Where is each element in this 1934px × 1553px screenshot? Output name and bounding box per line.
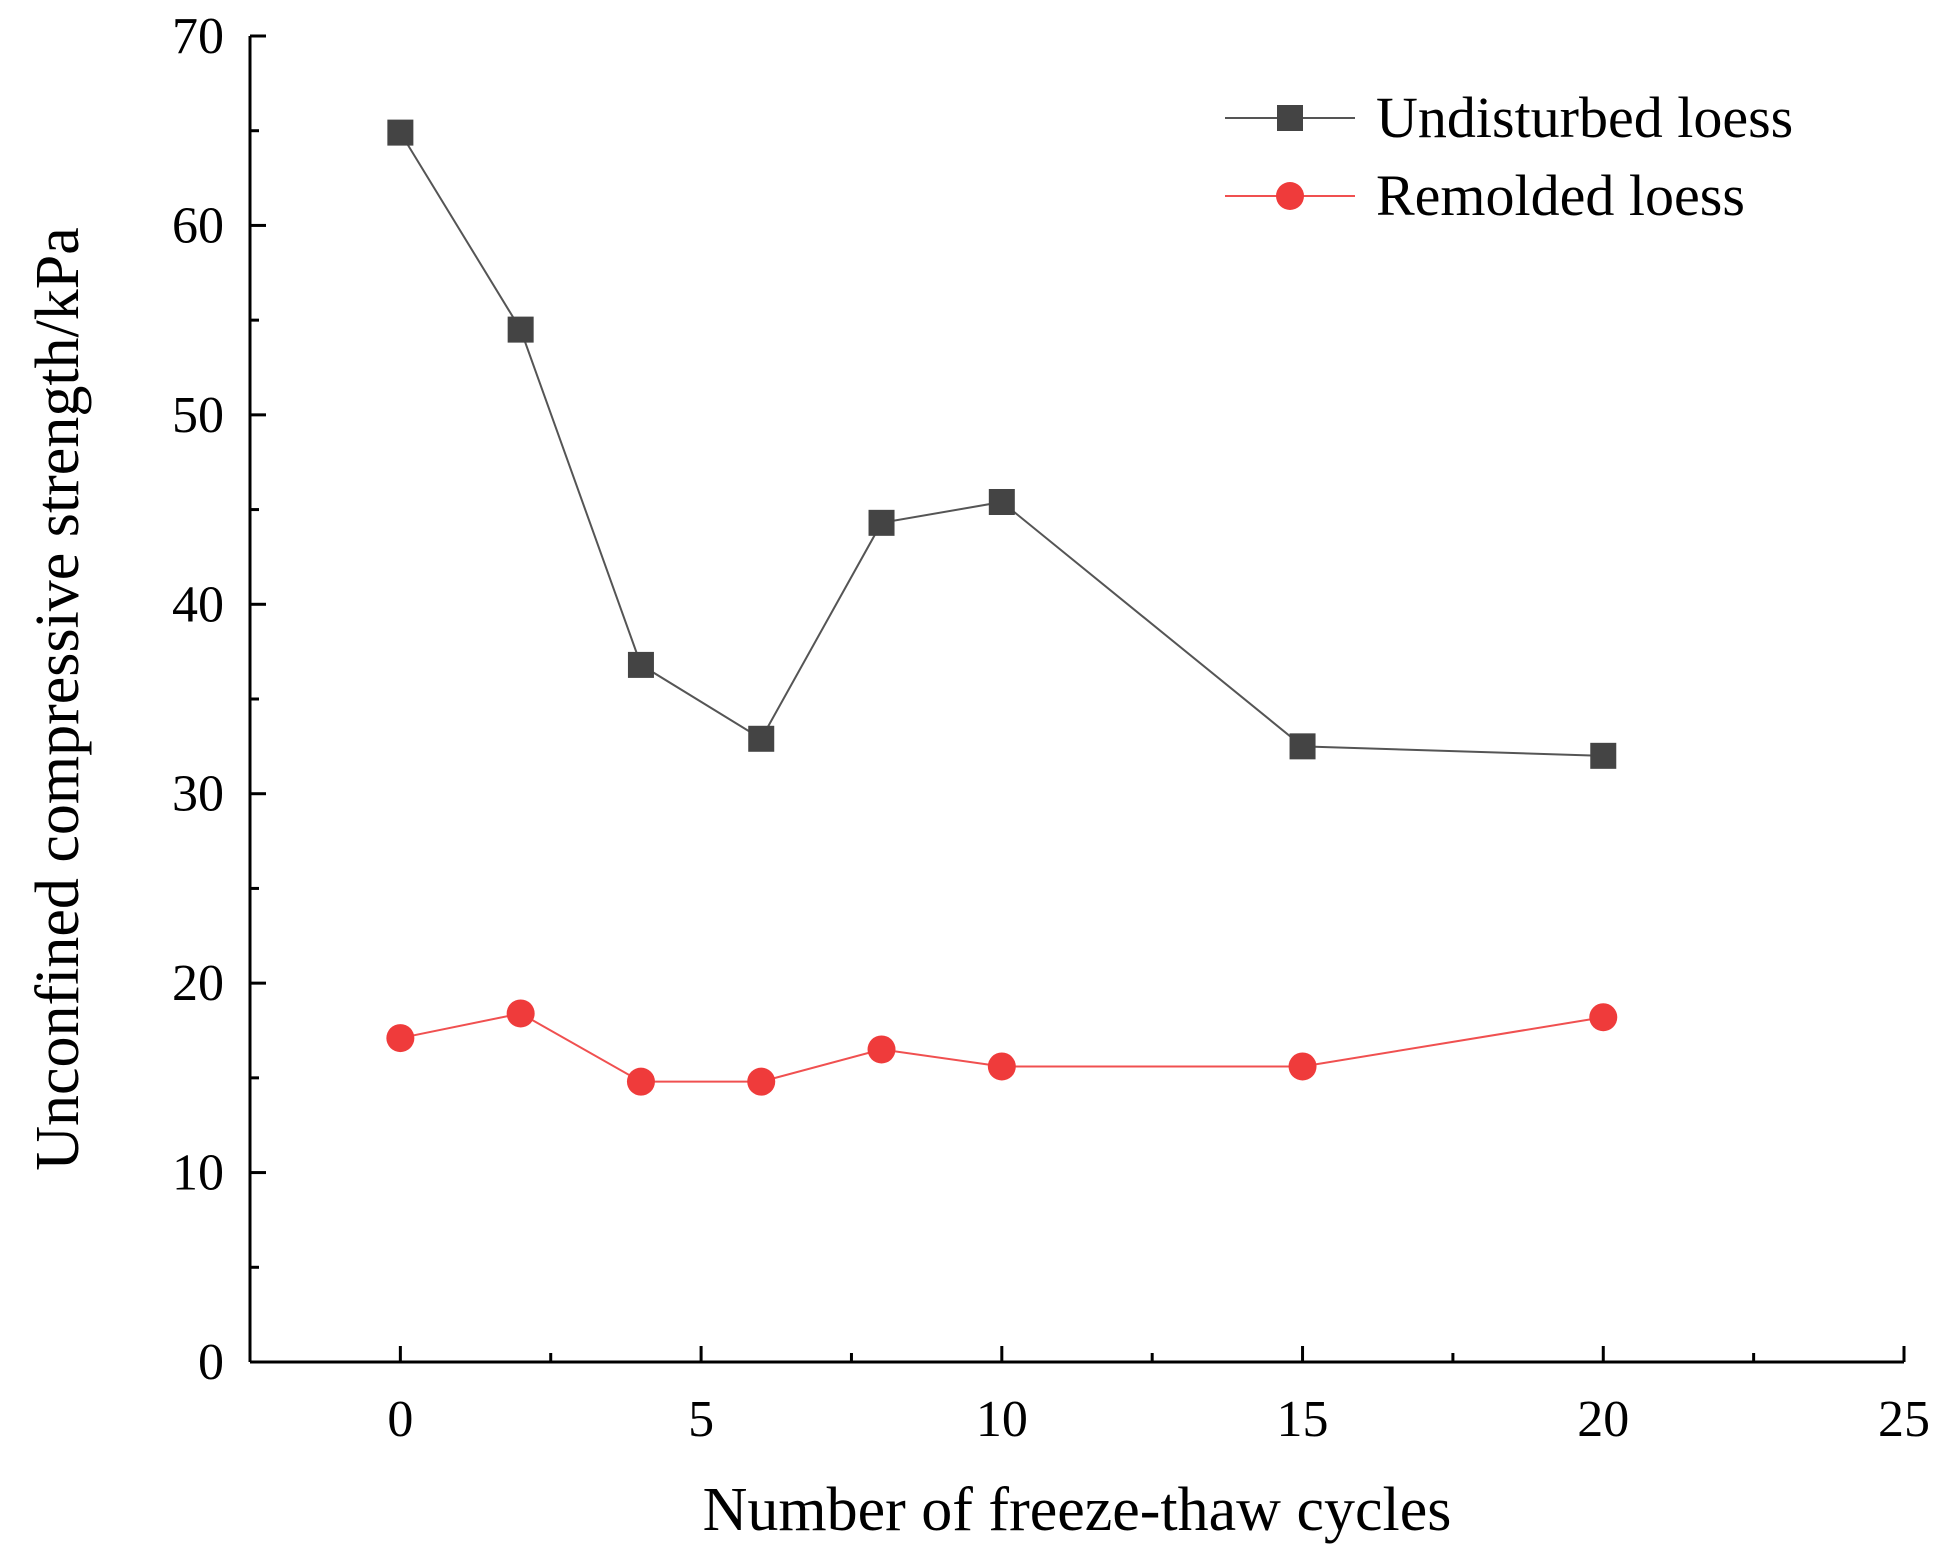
- y-tick-label: 0: [198, 1334, 224, 1391]
- x-tick-label: 25: [1878, 1391, 1930, 1448]
- data-point-circle: [867, 1035, 896, 1064]
- series-line: [399, 132, 1604, 757]
- data-point-circle: [506, 999, 535, 1028]
- data-point-circle: [1288, 1052, 1317, 1081]
- y-tick-label: 20: [172, 955, 224, 1012]
- data-point-circle: [987, 1052, 1016, 1081]
- series-undisturbed: [387, 119, 1617, 769]
- legend-label-remolded: Remolded loess: [1376, 163, 1745, 228]
- y-axis-ticks: 0 10 20 30 40 50 60 70: [172, 8, 266, 1391]
- data-point-square: [748, 725, 775, 752]
- x-tick-label: 10: [976, 1391, 1028, 1448]
- data-point-circle: [747, 1067, 776, 1096]
- y-tick-label: 30: [172, 766, 224, 823]
- y-axis-title: Unconfined compressive strength/kPa: [24, 227, 92, 1171]
- y-tick-label: 70: [172, 8, 224, 65]
- x-tick-label: 0: [387, 1391, 413, 1448]
- data-point-square: [1590, 742, 1617, 769]
- axes: [248, 36, 1904, 1364]
- data-point-square: [1289, 733, 1316, 760]
- data-point-square: [627, 651, 654, 678]
- data-point-circle: [386, 1024, 415, 1053]
- data-point-square: [507, 316, 534, 343]
- legend-marker-circle-icon: [1276, 182, 1304, 210]
- x-axis-ticks: 0 5 10 15 20 25: [387, 1346, 1930, 1448]
- x-axis-title: Number of freeze-thaw cycles: [703, 1476, 1452, 1544]
- legend-marker-square-icon: [1277, 105, 1303, 131]
- data-point-square: [988, 488, 1015, 515]
- x-tick-label: 20: [1577, 1391, 1629, 1448]
- series-remolded: [386, 999, 1618, 1096]
- legend-item-undisturbed: Undisturbed loess: [1225, 85, 1793, 150]
- series-line: [400, 1012, 1604, 1083]
- series-layer: [386, 119, 1618, 1096]
- x-tick-label: 5: [688, 1391, 714, 1448]
- data-point-square: [387, 119, 414, 146]
- legend-label-undisturbed: Undisturbed loess: [1376, 85, 1793, 150]
- legend: Undisturbed loess Remolded loess: [1225, 85, 1793, 228]
- y-tick-label: 40: [172, 576, 224, 633]
- y-tick-label: 10: [172, 1145, 224, 1202]
- y-tick-label: 60: [172, 197, 224, 254]
- x-tick-label: 15: [1277, 1391, 1329, 1448]
- legend-item-remolded: Remolded loess: [1225, 163, 1745, 228]
- data-point-circle: [626, 1067, 655, 1096]
- data-point-square: [868, 509, 895, 536]
- data-point-circle: [1589, 1003, 1618, 1032]
- y-tick-label: 50: [172, 387, 224, 444]
